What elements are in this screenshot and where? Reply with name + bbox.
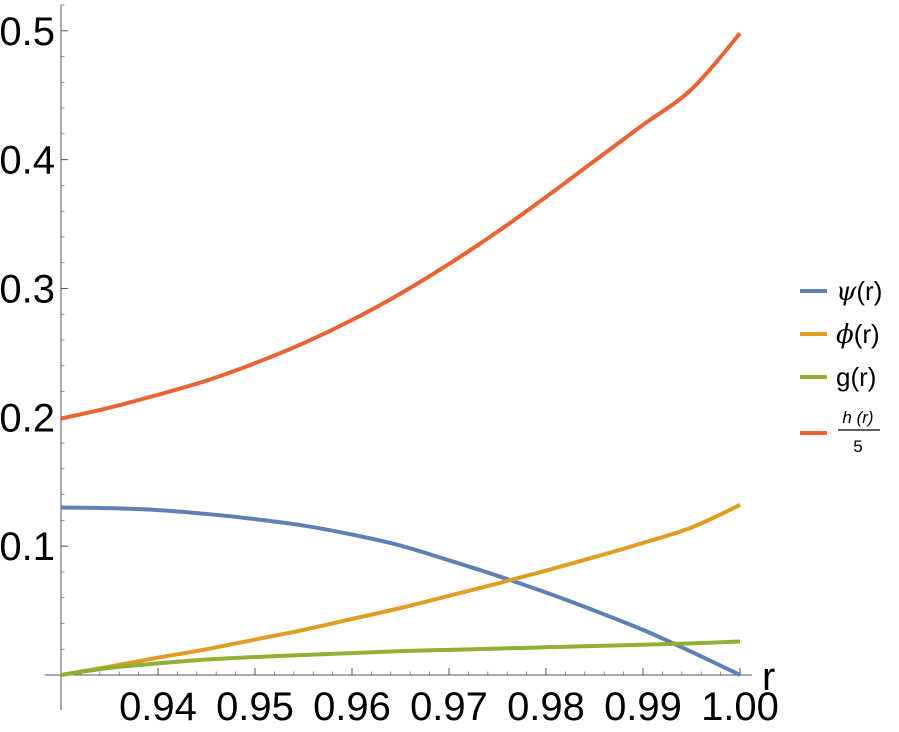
legend-label-phi-arg: (r) xyxy=(854,319,880,349)
legend-label-g: g(r) xyxy=(836,362,876,392)
y-tick-label: 0.4 xyxy=(0,139,55,183)
legend-label-psi-arg: (r) xyxy=(856,276,882,306)
series-lines xyxy=(60,32,742,677)
legend-label-h-denominator: 5 xyxy=(853,437,862,456)
legend-label-phi-symbol: ϕ xyxy=(836,320,854,350)
x-tick-label: 0.94 xyxy=(119,685,197,729)
legend-label-psi-symbol: ψ xyxy=(836,277,857,307)
legend-item-h: h (r) 5 xyxy=(800,408,880,456)
legend: ψ(r) ϕ(r) g(r) h (r) 5 xyxy=(800,276,882,456)
x-tick-labels: 0.94 0.95 0.96 0.97 0.98 0.99 1.00 xyxy=(119,685,779,729)
y-tick-labels: 0.1 0.2 0.3 0.4 0.5 xyxy=(0,10,55,569)
y-tick-label: 0.1 xyxy=(0,525,55,569)
x-tick-label: 0.95 xyxy=(216,685,294,729)
y-tick-label: 0.3 xyxy=(0,267,55,311)
legend-item-g: g(r) xyxy=(800,362,876,392)
x-axis-title: r xyxy=(762,655,775,699)
x-tick-label: 0.97 xyxy=(410,685,488,729)
y-tick-label: 0.5 xyxy=(0,10,55,54)
series-h-over-5-line xyxy=(60,32,742,421)
legend-item-psi: ψ(r) xyxy=(800,276,882,307)
x-tick-label: 0.96 xyxy=(313,685,391,729)
x-tick-label: 0.98 xyxy=(507,685,585,729)
x-tick-label: 1.00 xyxy=(701,685,779,729)
x-tick-label: 0.99 xyxy=(604,685,682,729)
legend-label-h-numerator: h (r) xyxy=(842,408,873,427)
series-psi-line xyxy=(60,505,741,677)
svg-text:ψ(r): ψ(r) xyxy=(836,276,882,307)
svg-text:ϕ(r): ϕ(r) xyxy=(836,319,880,350)
minor-ticks xyxy=(60,4,721,675)
series-phi-line xyxy=(60,503,741,677)
legend-item-phi: ϕ(r) xyxy=(800,319,880,350)
y-tick-label: 0.2 xyxy=(0,396,55,440)
series-g-line xyxy=(60,639,741,677)
